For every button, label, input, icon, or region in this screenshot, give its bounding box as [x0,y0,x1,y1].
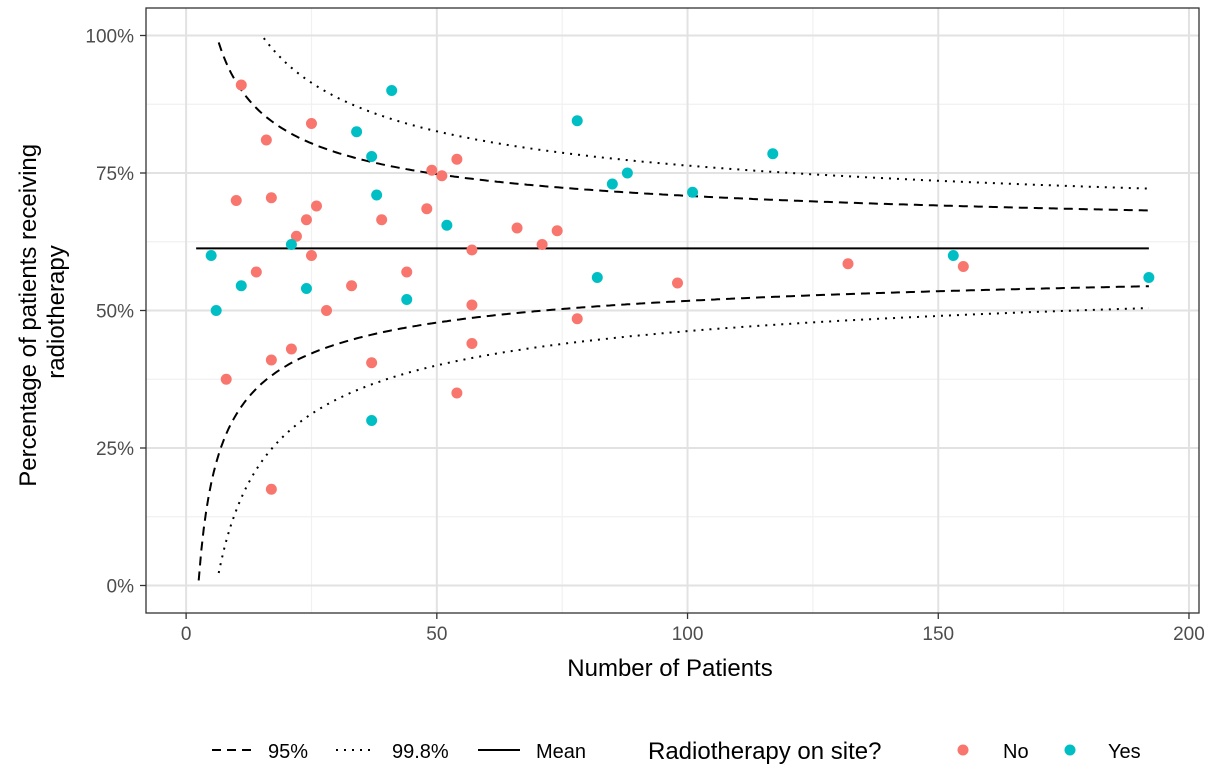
point-yes [371,189,383,201]
point-yes [401,294,413,305]
point-no [265,354,277,366]
point-no [451,387,463,399]
x-tick-label: 0 [181,624,192,645]
legend-item-mean: Mean [478,741,586,763]
y-tick-label: 100% [85,27,134,48]
y-tick-label: 75% [96,164,134,185]
point-no [300,214,312,226]
funnel-upper-95 [217,42,1149,212]
point-no [957,261,969,272]
point-yes [571,115,583,127]
y-axis-label-line-2: radiotherapy [43,245,70,378]
point-no [842,258,854,270]
legend-label-99-8: 99.8% [392,741,449,763]
point-no [466,338,478,349]
x-tick-label: 100 [672,624,704,645]
point-no [366,357,378,369]
point-no [346,280,358,292]
point-no [230,195,242,206]
point-yes [386,85,398,96]
x-axis: 0 50 100 150 200 [181,613,1205,645]
point-no [451,153,463,165]
point-yes [205,250,217,261]
point-yes [767,148,779,160]
point-yes [947,250,959,261]
point-yes [621,167,633,179]
legend-label-95: 95% [268,741,308,763]
point-no [466,299,478,311]
point-no [511,222,523,234]
funnel-limits [197,37,1149,581]
legend-item-no: No [957,741,1029,763]
point-no [305,250,317,261]
legend-dot-yes [1064,744,1076,756]
grid-lines [146,8,1199,613]
point-no [401,266,413,278]
legend-label-yes: Yes [1108,741,1141,763]
point-yes [441,219,453,231]
legend-color-title: Radiotherapy on site? [648,738,881,765]
legend: 95% 99.8% Mean Radiotherapy on site? No … [212,738,1141,765]
point-yes [591,272,603,283]
legend-label-no: No [1003,741,1029,763]
legend-item-99-8: 99.8% [336,741,449,763]
point-no [235,79,247,91]
y-axis-label: Percentage of patients receiving radioth… [15,137,70,487]
funnel-lower-998 [217,307,1149,574]
point-no [285,343,297,355]
point-no [321,305,333,316]
point-yes [366,415,378,426]
point-yes [366,151,378,162]
point-yes [1143,272,1155,283]
point-no [265,192,277,204]
x-tick-label: 200 [1173,624,1205,645]
y-axis: 0% 25% 50% 75% 100% [85,27,146,598]
data-points [205,79,1155,495]
funnel-upper-998 [263,37,1149,190]
point-yes [606,178,618,190]
point-yes [235,280,247,292]
point-yes [210,305,222,316]
point-yes [351,126,363,138]
point-no [466,244,478,256]
point-no [260,134,272,146]
y-tick-label: 25% [96,439,134,460]
point-no [571,313,583,325]
point-yes [300,283,312,294]
y-tick-label: 0% [107,577,135,598]
point-no [672,277,684,289]
legend-item-95: 95% [212,741,308,763]
funnel-lower-95 [197,285,1149,581]
y-tick-label: 50% [96,302,134,323]
point-no [421,203,433,215]
point-no [436,170,448,182]
point-no [290,230,302,242]
point-no [250,266,262,278]
x-axis-label: Number of Patients [567,655,772,682]
point-no [426,164,438,176]
point-no [551,225,563,237]
point-no [265,483,277,495]
legend-label-mean: Mean [536,741,586,763]
y-axis-label-line-1: Percentage of patients receiving [15,144,42,487]
point-yes [687,186,699,198]
point-no [220,373,232,385]
x-tick-label: 150 [922,624,954,645]
point-no [310,200,322,212]
point-no [376,214,388,226]
x-tick-label: 50 [426,624,447,645]
legend-item-yes: Yes [1064,741,1141,763]
point-no [305,118,317,129]
point-no [536,239,548,250]
point-yes [285,239,297,250]
legend-dot-no [957,744,969,756]
